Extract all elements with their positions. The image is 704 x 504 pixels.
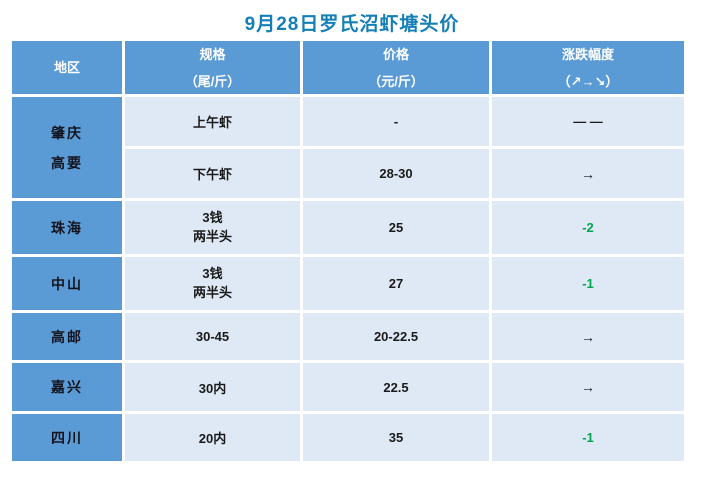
header-row: 地区 规格 （尾/斤） 价格 （元/斤） 涨跌幅度 （↗→↘） (12, 41, 684, 94)
spec-value-line: 两半头 (192, 285, 232, 300)
change-value: → (581, 165, 595, 182)
header-spec: 规格 （尾/斤） (125, 41, 300, 94)
spec-value: 下午虾 (192, 167, 232, 182)
price-cell: - (303, 97, 489, 146)
table-row-jiaxing: 嘉兴 30内 22.5 → (12, 363, 684, 411)
header-change-label: 涨跌幅度 (561, 46, 614, 62)
spec-value: 30内 (198, 380, 227, 396)
region-name-line: 肇庆 (51, 124, 83, 141)
header-region: 地区 (12, 41, 122, 94)
change-value: → (581, 328, 595, 345)
spec-cell: 3钱 两半头 (125, 201, 300, 254)
spec-cell: 30内 (125, 363, 300, 411)
spec-cell: 下午虾 (125, 149, 300, 198)
region-name-line: 高要 (51, 154, 83, 171)
header-price-unit: （元/斤） (368, 73, 424, 89)
spec-cell: 20内 (125, 414, 300, 461)
price-value: 27 (388, 276, 404, 291)
region-cell-zhuhai: 珠海 (12, 201, 122, 254)
change-cell: — — (492, 97, 684, 146)
header-price-label: 价格 (382, 46, 409, 62)
change-value: → (581, 379, 595, 395)
table-row-zhongshan: 中山 3钱 两半头 27 -1 (12, 257, 684, 310)
region-cell-sichuan: 四川 (12, 414, 122, 461)
region-name: 嘉兴 (51, 379, 83, 395)
page-title: 9月28日罗氏沼虾塘头价 (244, 14, 460, 35)
change-value: — — (573, 114, 603, 129)
region-cell-zhongshan: 中山 (12, 257, 122, 310)
header-change-arrows: （↗→↘） (557, 73, 619, 89)
spec-cell: 上午虾 (125, 97, 300, 146)
header-region-label: 地区 (53, 60, 80, 75)
price-value: 20-22.5 (373, 329, 419, 344)
change-cell: → (492, 149, 684, 198)
change-cell: → (492, 363, 684, 411)
header-change: 涨跌幅度 （↗→↘） (492, 41, 684, 94)
change-value: -1 (582, 276, 594, 291)
change-cell: -2 (492, 201, 684, 254)
header-price: 价格 （元/斤） (303, 41, 489, 94)
price-cell: 20-22.5 (303, 313, 489, 360)
table-row-sichuan: 四川 20内 35 -1 (12, 414, 684, 461)
shrimp-price-table: 地区 规格 （尾/斤） 价格 （元/斤） 涨跌幅度 （↗→↘） 肇庆 (9, 38, 687, 464)
region-name: 珠海 (51, 219, 83, 236)
region-cell-jiaxing: 嘉兴 (12, 363, 122, 411)
price-cell: 35 (303, 414, 489, 461)
price-value: 35 (388, 430, 404, 445)
region-cell-gaoyou: 高邮 (12, 313, 122, 360)
region-name: 中山 (51, 275, 83, 292)
price-cell: 25 (303, 201, 489, 254)
spec-value: 30-45 (195, 329, 230, 344)
price-cell: 27 (303, 257, 489, 310)
price-value: 22.5 (383, 379, 409, 395)
spec-cell: 30-45 (125, 313, 300, 360)
header-spec-label: 规格 (199, 46, 226, 62)
table-row-zhaoqing-am: 肇庆 高要 上午虾 - — — (12, 97, 684, 198)
table-row-zhaoqing-pm: 下午虾 28-30 → (12, 149, 684, 198)
price-cell: 28-30 (303, 149, 489, 198)
region-name: 高邮 (51, 328, 83, 345)
region-cell-zhaoqing: 肇庆 高要 (12, 97, 122, 198)
region-name: 四川 (51, 429, 83, 446)
price-cell: 22.5 (303, 363, 489, 411)
spec-value-line: 两半头 (192, 229, 232, 244)
header-spec-unit: （尾/斤） (184, 73, 241, 89)
spec-value: 上午虾 (192, 115, 232, 130)
price-value: 28-30 (379, 166, 413, 181)
change-value: -1 (582, 430, 594, 445)
spec-value-line: 3钱 (202, 266, 223, 281)
price-value: - (393, 114, 399, 129)
table-row-gaoyou: 高邮 30-45 20-22.5 → (12, 313, 684, 360)
price-value: 25 (388, 220, 404, 235)
spec-cell: 3钱 两半头 (125, 257, 300, 310)
change-cell: -1 (492, 414, 684, 461)
spec-value: 20内 (198, 431, 227, 446)
change-value: -2 (582, 220, 594, 235)
change-cell: → (492, 313, 684, 360)
change-cell: -1 (492, 257, 684, 310)
table-row-zhuhai: 珠海 3钱 两半头 25 -2 (12, 201, 684, 254)
spec-value-line: 3钱 (202, 210, 223, 225)
